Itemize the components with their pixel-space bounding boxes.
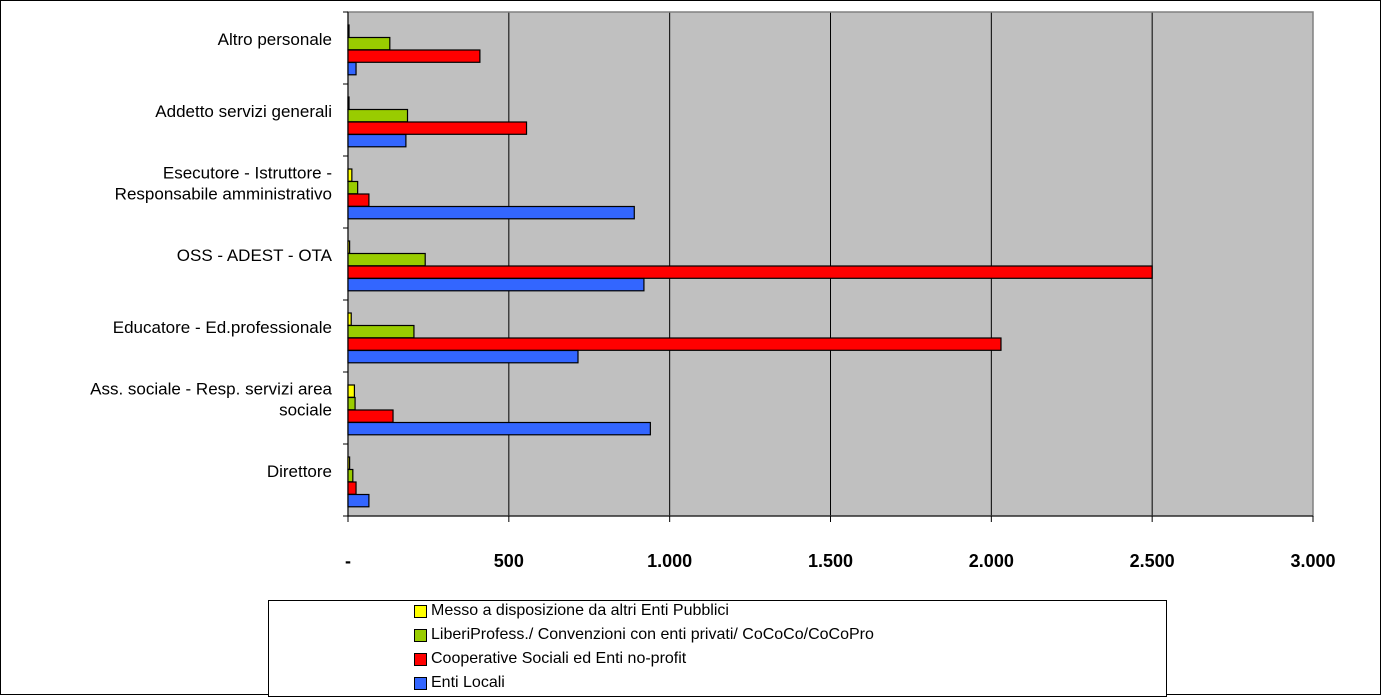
legend-item-enti-locali: Enti Locali [414,673,505,693]
legend-item-messo: Messo a disposizione da altri Enti Pubbl… [414,601,729,621]
bar-5-series-4 [347,349,579,364]
x-tick-label-6: 3.000 [1290,551,1335,571]
legend-swatch-liberi [414,628,427,642]
x-tick-label-3: 1.500 [808,551,853,571]
category-label-7: Direttore [267,462,332,481]
bar-5-series-2 [347,324,415,339]
legend-label-messo: Messo a disposizione da altri Enti Pubbl… [431,602,729,619]
bar-2-series-3 [347,121,528,135]
x-tick-label-4: 2.000 [969,551,1014,571]
bar-6-series-2 [347,396,356,411]
bar-3-series-1 [347,168,353,182]
bar-6-series-4 [347,421,651,436]
x-tick-label-5: 2.500 [1130,551,1175,571]
bar-6-series-1 [347,384,356,398]
bar-4-series-2 [347,252,426,267]
bar-2-series-4 [347,133,407,148]
bar-7-series-4 [347,493,370,508]
bar-chart: - 500 1.000 1.500 2.000 2.500 3.000 Altro perso… [90,11,1336,571]
legend-item-cooperative: Cooperative Sociali ed Enti no-profit [414,649,686,669]
bar-7-series-2 [347,468,354,483]
bar-5-series-3 [347,337,1002,351]
bar-7-series-3 [347,481,357,495]
x-tick-label-1: 500 [494,551,524,571]
category-label-3-line-2: Responsabile amministrativo [115,185,332,204]
category-label-3-line-1: Esecutore - Istruttore - [163,164,332,183]
legend-swatch-cooperative [414,652,427,666]
bar-4-series-4 [347,277,645,292]
x-tick-label-0: - [345,551,351,571]
legend-label-liberi: LiberiProfess./ Convenzioni con enti pri… [431,626,874,643]
category-label-6-line-1: Ass. sociale - Resp. servizi area [90,380,332,399]
bar-6-series-3 [347,409,394,423]
bar-4-series-3 [347,265,1153,279]
bar-3-series-3 [347,193,370,207]
category-label-5: Educatore - Ed.professionale [113,318,332,337]
bar-3-series-4 [347,205,635,220]
bar-3-series-2 [347,180,359,195]
legend-label-enti-locali: Enti Locali [431,674,505,691]
category-label-1: Altro personale [218,30,332,49]
bar-2-series-2 [347,108,409,123]
bar-1-series-3 [347,49,481,63]
category-label-6-line-2: sociale [279,401,332,420]
bar-1-series-4 [347,61,357,76]
legend: Messo a disposizione da altri Enti Pubbl… [268,600,1167,697]
category-label-4: OSS - ADEST - OTA [177,246,333,265]
legend-swatch-messo [414,604,427,618]
legend-swatch-enti-locali [414,676,427,690]
legend-item-liberi: LiberiProfess./ Convenzioni con enti pri… [414,625,874,645]
category-label-2: Addetto servizi generali [155,102,332,121]
bar-1-series-2 [347,36,391,51]
legend-label-cooperative: Cooperative Sociali ed Enti no-profit [431,650,687,667]
x-tick-label-2: 1.000 [647,551,692,571]
